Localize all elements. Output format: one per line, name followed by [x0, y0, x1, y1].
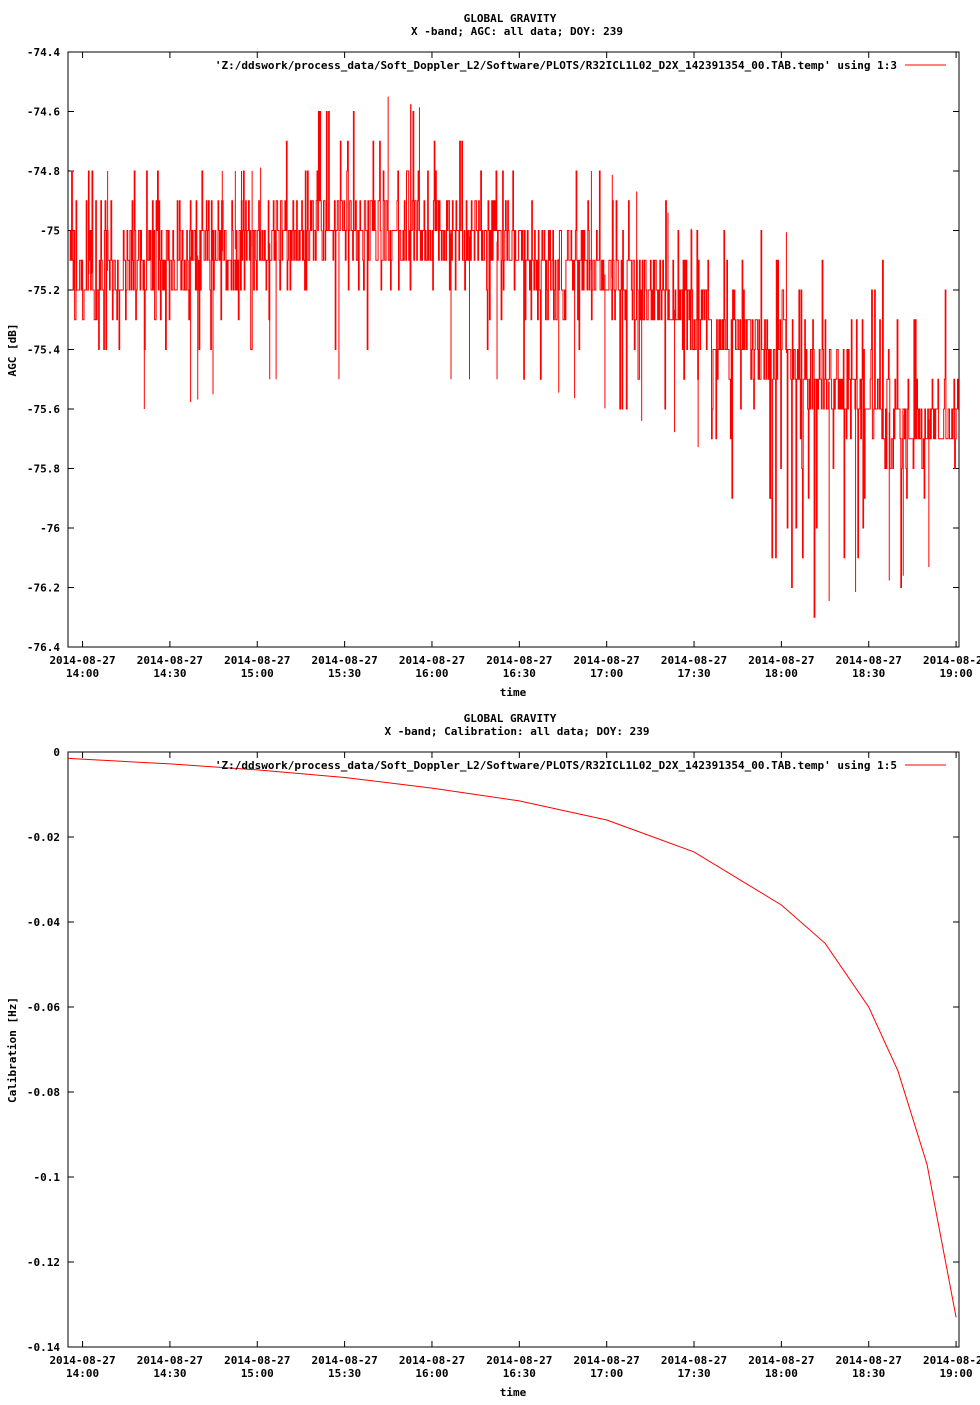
x-tick-label-time: 16:00: [415, 667, 448, 680]
chart-subtitle: X -band; AGC: all data; DOY: 239: [411, 25, 623, 38]
calibration-chart: GLOBAL GRAVITY X -band; Calibration: all…: [6, 712, 980, 1399]
x-tick-label-date: 2014-08-27: [661, 654, 727, 667]
x-tick-label-date: 2014-08-27: [574, 654, 640, 667]
x-tick-label-date: 2014-08-27: [399, 1354, 465, 1367]
x-tick-label-time: 18:30: [852, 1367, 885, 1380]
chart-title: GLOBAL GRAVITY: [464, 712, 557, 725]
x-tick-label-date: 2014-08-27: [836, 1354, 902, 1367]
chart-subtitle: X -band; Calibration: all data; DOY: 239: [385, 725, 650, 738]
y-tick-label: -76: [40, 522, 60, 535]
y-tick-label: -74.4: [27, 46, 60, 59]
x-tick-label-date: 2014-08-27: [399, 654, 465, 667]
x-tick-label-date: 2014-08-27: [312, 654, 378, 667]
x-tick-label-time: 15:30: [328, 1367, 361, 1380]
x-tick-label-date: 2014-08-27: [224, 654, 290, 667]
x-tick-label-date: 2014-08-27: [224, 1354, 290, 1367]
x-tick-label-date: 2014-08-27: [574, 1354, 640, 1367]
x-tick-label-time: 19:00: [940, 667, 973, 680]
x-tick-label-time: 17:00: [590, 1367, 623, 1380]
x-tick-label-date: 2014-08-27: [312, 1354, 378, 1367]
x-tick-label-time: 17:00: [590, 667, 623, 680]
x-tick-label-time: 14:00: [66, 1367, 99, 1380]
x-tick-label-time: 14:00: [66, 667, 99, 680]
y-tick-label: -0.02: [27, 831, 60, 844]
y-tick-label: -0.06: [27, 1001, 60, 1014]
x-tick-label-time: 18:00: [765, 667, 798, 680]
y-tick-label: -0.1: [34, 1171, 61, 1184]
legend: 'Z:/ddswork/process_data/Soft_Doppler_L2…: [215, 759, 946, 772]
x-tick-label-date: 2014-08-27: [486, 1354, 552, 1367]
x-tick-label-date: 2014-08-27: [836, 654, 902, 667]
y-tick-label: -74.6: [27, 106, 60, 119]
x-tick-label-time: 14:30: [153, 1367, 186, 1380]
y-tick-label: -75.8: [27, 463, 60, 476]
x-tick-label-date: 2014-08-27: [748, 1354, 814, 1367]
x-tick-label-time: 15:30: [328, 667, 361, 680]
x-tick-label-date: 2014-08-27: [137, 654, 203, 667]
legend-label: 'Z:/ddswork/process_data/Soft_Doppler_L2…: [215, 59, 897, 72]
series-line: [69, 111, 959, 618]
x-tick-label-time: 14:30: [153, 667, 186, 680]
y-axis-label: AGC [dB]: [6, 324, 19, 377]
x-tick-label-date: 2014-08-27: [49, 654, 115, 667]
plot-area: 0-0.02-0.04-0.06-0.08-0.1-0.12-0.142014-…: [27, 746, 980, 1380]
x-tick-label-date: 2014-08-27: [49, 1354, 115, 1367]
y-tick-label: -75.6: [27, 403, 60, 416]
x-tick-label-time: 15:00: [241, 667, 274, 680]
x-tick-label-time: 15:00: [241, 1367, 274, 1380]
x-tick-label-date: 2014-08-27: [137, 1354, 203, 1367]
x-tick-label-time: 16:30: [503, 1367, 536, 1380]
x-tick-label-date: 2014-08-27: [748, 654, 814, 667]
y-tick-label: -0.04: [27, 916, 60, 929]
y-tick-label: -0.12: [27, 1256, 60, 1269]
x-tick-label-date: 2014-08-27: [661, 1354, 727, 1367]
x-tick-label-time: 19:00: [940, 1367, 973, 1380]
y-tick-label: -75: [40, 225, 60, 238]
x-tick-label-time: 17:30: [677, 1367, 710, 1380]
y-tick-label: -74.8: [27, 165, 60, 178]
x-tick-label-date: 2014-08-27: [486, 654, 552, 667]
y-axis-label: Calibration [Hz]: [6, 997, 19, 1103]
y-tick-label: -0.14: [27, 1341, 60, 1354]
agc-chart: GLOBAL GRAVITY X -band; AGC: all data; D…: [6, 12, 980, 699]
legend: 'Z:/ddswork/process_data/Soft_Doppler_L2…: [215, 59, 946, 72]
series-line: [67, 757, 957, 1318]
legend-label: 'Z:/ddswork/process_data/Soft_Doppler_L2…: [215, 759, 897, 772]
x-tick-label-time: 16:00: [415, 1367, 448, 1380]
x-axis-label: time: [500, 686, 527, 699]
y-tick-label: -76.4: [27, 641, 60, 654]
x-tick-label-time: 18:30: [852, 667, 885, 680]
y-tick-label: 0: [53, 746, 60, 759]
x-tick-label-date: 2014-08-27: [923, 1354, 980, 1367]
y-tick-label: -76.2: [27, 582, 60, 595]
x-tick-label-date: 2014-08-27: [923, 654, 980, 667]
x-tick-label-time: 18:00: [765, 1367, 798, 1380]
plot-frame: [67, 751, 960, 1348]
plot-area: -74.4 -74.6 -74.8 -75 -75.2 -75.4 -75.6 -75.8 -7…: [27, 46, 980, 680]
y-tick-label: -0.08: [27, 1086, 60, 1099]
x-axis-label: time: [500, 1386, 527, 1399]
y-tick-label: -75.4: [27, 344, 60, 357]
chart-title: GLOBAL GRAVITY: [464, 12, 557, 25]
x-tick-label-time: 17:30: [677, 667, 710, 680]
x-tick-label-time: 16:30: [503, 667, 536, 680]
y-tick-label: -75.2: [27, 284, 60, 297]
